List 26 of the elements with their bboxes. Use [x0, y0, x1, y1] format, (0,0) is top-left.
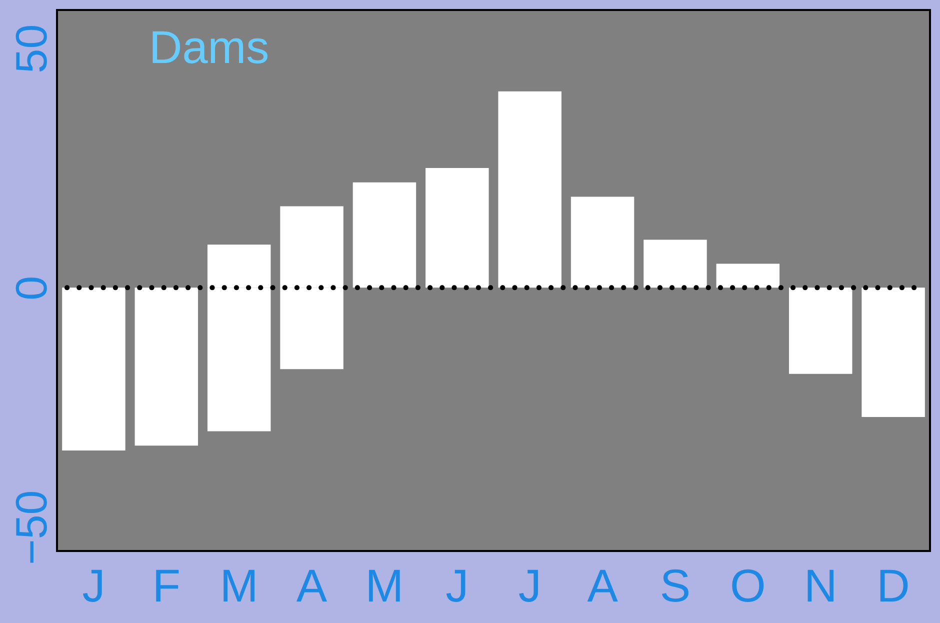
chart-title: Dams [149, 21, 270, 73]
x-tick-label: A [587, 560, 618, 612]
y-tick-label: 0 [8, 276, 56, 300]
x-tick-label: M [365, 560, 404, 612]
bar [352, 182, 416, 288]
y-tick-label: −50 [8, 490, 56, 565]
bar [716, 264, 780, 288]
x-tick-label: A [296, 560, 328, 612]
bar [644, 240, 707, 288]
x-tick-label: N [804, 560, 838, 612]
x-tick-label: O [730, 560, 766, 612]
y-tick-label: 50 [8, 24, 56, 74]
bar [426, 168, 489, 288]
bar [862, 288, 925, 417]
bar [134, 288, 198, 446]
x-tick-label: M [220, 560, 258, 612]
x-tick-label: J [518, 560, 542, 612]
x-tick-label: D [876, 560, 910, 612]
x-tick-label: F [152, 560, 180, 612]
x-tick-label: J [446, 560, 469, 612]
bar [788, 288, 852, 374]
bar [62, 288, 126, 450]
bar [570, 196, 634, 288]
x-tick-label: J [82, 560, 106, 612]
x-tick-label: S [660, 560, 691, 612]
bar [498, 91, 562, 288]
